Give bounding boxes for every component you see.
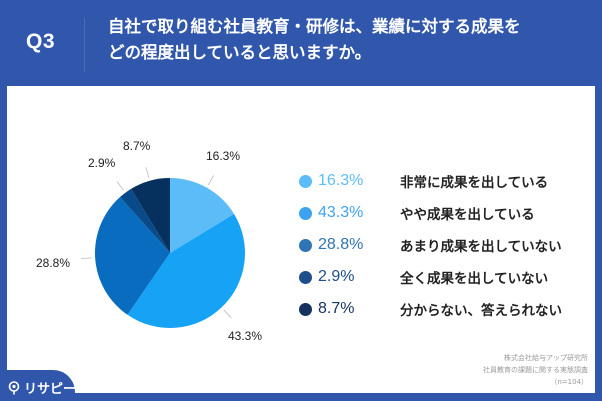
source-survey: 社員教育の課題に関する実態調査	[483, 366, 588, 374]
pie-slice	[127, 214, 245, 328]
question-line-2: どの程度出していると思いますか。	[108, 43, 372, 62]
question-line-1: 自社で取り組む社員教育・研修は、業績に対する成果を	[108, 17, 521, 36]
legend-dot-icon	[299, 206, 312, 220]
pie-slice	[131, 178, 170, 253]
pie-slice	[94, 197, 170, 315]
legend-percent: 43.3%	[318, 204, 364, 221]
legend-label: 分からない、答えられない	[400, 303, 562, 319]
header-divider	[84, 18, 85, 72]
legend-dot-icon	[299, 174, 312, 188]
legend-label: やや成果を出している	[400, 207, 535, 223]
leader-line	[223, 309, 232, 318]
source-note: 株式会社給与アップ研究所 社員教育の課題に関する実態調査 （n=104）	[483, 352, 588, 388]
pie-label-4: 8.7%	[123, 139, 151, 153]
legend-item: 8.7% 分からない、答えられない	[299, 293, 562, 325]
leader-line	[116, 181, 124, 191]
pie-slice	[170, 178, 235, 253]
legend: 16.3% 非常に成果を出している 43.3% やや成果を出している 28.8%…	[299, 165, 562, 325]
question-number: Q3	[26, 30, 56, 53]
legend-label: 全く成果を出していない	[400, 271, 549, 287]
legend-label: 非常に成果を出している	[400, 175, 549, 191]
legend-item: 43.3% やや成果を出している	[299, 197, 562, 229]
legend-dot-icon	[299, 238, 312, 252]
leader-line	[81, 257, 93, 259]
legend-percent: 2.9%	[318, 268, 355, 285]
pie-label-0: 16.3%	[206, 149, 241, 163]
pie-slice	[120, 188, 170, 253]
source-company: 株式会社給与アップ研究所	[504, 354, 588, 362]
legend-dot-icon	[299, 270, 312, 284]
legend-item: 16.3% 非常に成果を出している	[299, 165, 562, 197]
question-text: 自社で取り組む社員教育・研修は、業績に対する成果を どの程度出していると思います…	[108, 14, 588, 66]
header: Q3 自社で取り組む社員教育・研修は、業績に対する成果を どの程度出していると思…	[0, 0, 602, 86]
pie-label-2: 28.8%	[36, 256, 71, 270]
source-sample-size: （n=104）	[550, 378, 588, 386]
leader-line	[145, 167, 150, 179]
legend-label: あまり成果を出していない	[400, 239, 562, 255]
location-pin-icon	[8, 380, 20, 394]
logo-text: リサピー	[24, 382, 77, 397]
legend-dot-icon	[299, 302, 312, 316]
legend-percent: 8.7%	[318, 300, 355, 317]
legend-percent: 28.8%	[318, 236, 364, 253]
logo: リサピー	[8, 378, 76, 397]
legend-percent: 16.3%	[318, 172, 364, 189]
legend-item: 28.8% あまり成果を出していない	[299, 229, 562, 261]
pie-label-3: 2.9%	[88, 156, 116, 170]
legend-item: 2.9% 全く成果を出していない	[299, 261, 562, 293]
pie-label-1: 43.3%	[228, 329, 263, 343]
leader-line	[207, 175, 214, 186]
